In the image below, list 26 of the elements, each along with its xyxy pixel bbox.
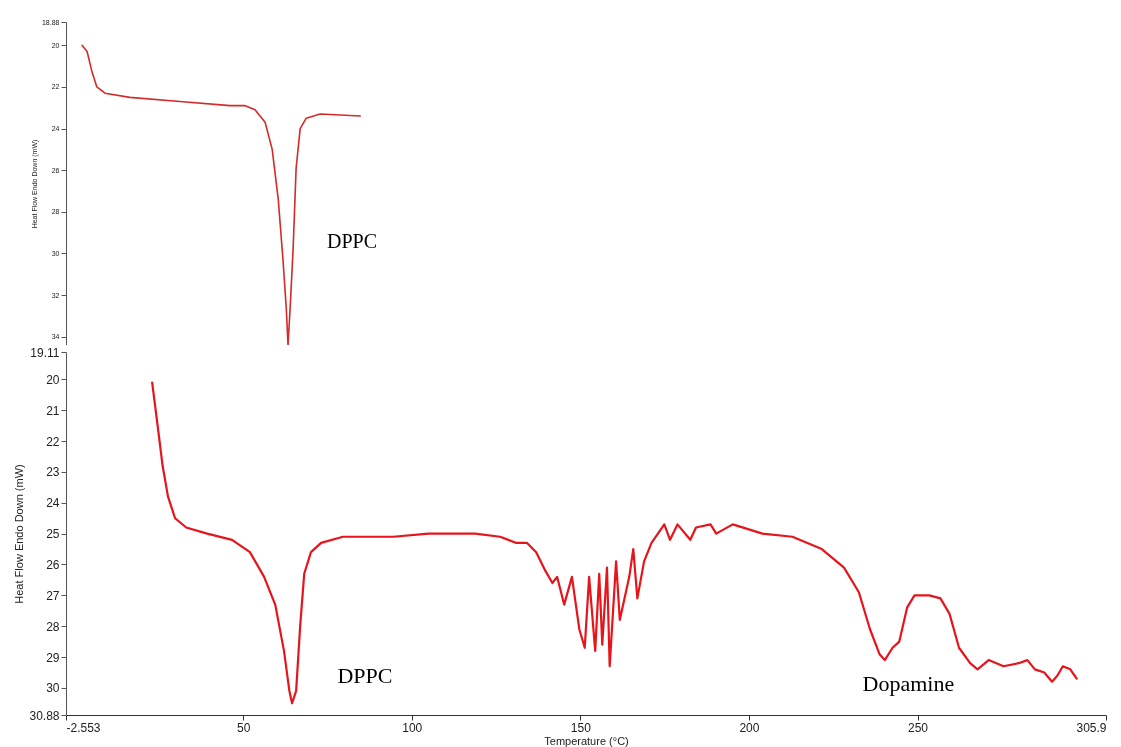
y-tick-label: 30 [46, 681, 60, 696]
annotation: Dopamine [862, 671, 955, 697]
x-tick-label: 305.9 [1076, 720, 1107, 735]
y-tick-label: 23 [46, 465, 60, 480]
annotation: DPPC [326, 229, 378, 252]
x-tick-label: 150 [570, 720, 592, 735]
y-tick-label: 30.88 [29, 708, 60, 723]
y-tick-label: 21 [46, 403, 60, 418]
annotation: DPPC [337, 663, 393, 689]
line-series [151, 381, 1078, 705]
y-axis-title: Heat Flow Endo Down (mW) [13, 464, 26, 604]
x-tick-label: 100 [402, 720, 423, 735]
y-tick-label: 28 [46, 619, 60, 634]
y-tick-label: 20 [46, 372, 60, 387]
y-tick-label: 19.11 [30, 345, 60, 360]
y-tick-label: 27 [46, 588, 60, 603]
x-tick-label: 50 [237, 720, 251, 735]
y-tick-label: 24 [46, 496, 60, 511]
y-tick-label: 29 [46, 650, 60, 665]
y-tick-label: 25 [46, 527, 60, 542]
x-tick-label: 250 [908, 720, 929, 735]
x-tick-label: -2.553 [66, 720, 101, 735]
y-tick-label: 22 [46, 434, 60, 449]
x-tick-label: 200 [739, 720, 760, 735]
y-tick-label: 26 [46, 558, 60, 572]
x-axis-title: Temperature (°C) [544, 734, 629, 747]
